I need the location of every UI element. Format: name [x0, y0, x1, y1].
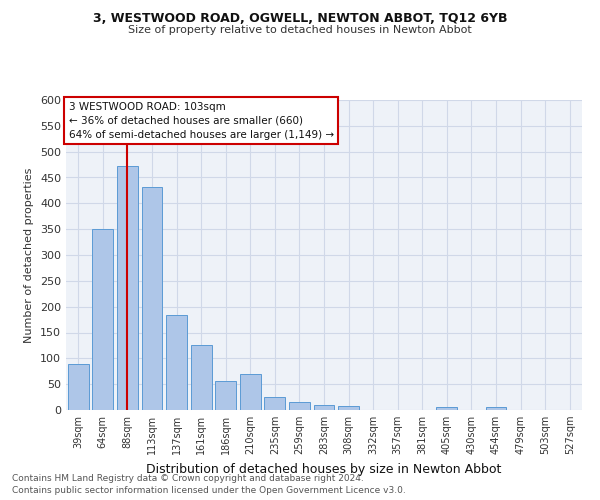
Text: 3, WESTWOOD ROAD, OGWELL, NEWTON ABBOT, TQ12 6YB: 3, WESTWOOD ROAD, OGWELL, NEWTON ABBOT, …: [93, 12, 507, 26]
Bar: [265, 397, 286, 410]
Bar: [436, 408, 457, 410]
Text: Size of property relative to detached houses in Newton Abbot: Size of property relative to detached ho…: [128, 25, 472, 35]
Bar: [117, 166, 138, 410]
Bar: [191, 346, 212, 410]
Bar: [314, 405, 334, 410]
Bar: [240, 374, 261, 410]
Bar: [166, 316, 187, 410]
Bar: [485, 408, 506, 410]
Bar: [215, 380, 236, 410]
Bar: [289, 402, 310, 410]
Text: 3 WESTWOOD ROAD: 103sqm
← 36% of detached houses are smaller (660)
64% of semi-d: 3 WESTWOOD ROAD: 103sqm ← 36% of detache…: [68, 102, 334, 140]
Y-axis label: Number of detached properties: Number of detached properties: [25, 168, 34, 342]
Bar: [92, 229, 113, 410]
Bar: [68, 364, 89, 410]
X-axis label: Distribution of detached houses by size in Newton Abbot: Distribution of detached houses by size …: [146, 462, 502, 475]
Bar: [142, 187, 163, 410]
Bar: [338, 406, 359, 410]
Text: Contains HM Land Registry data © Crown copyright and database right 2024.
Contai: Contains HM Land Registry data © Crown c…: [12, 474, 406, 495]
